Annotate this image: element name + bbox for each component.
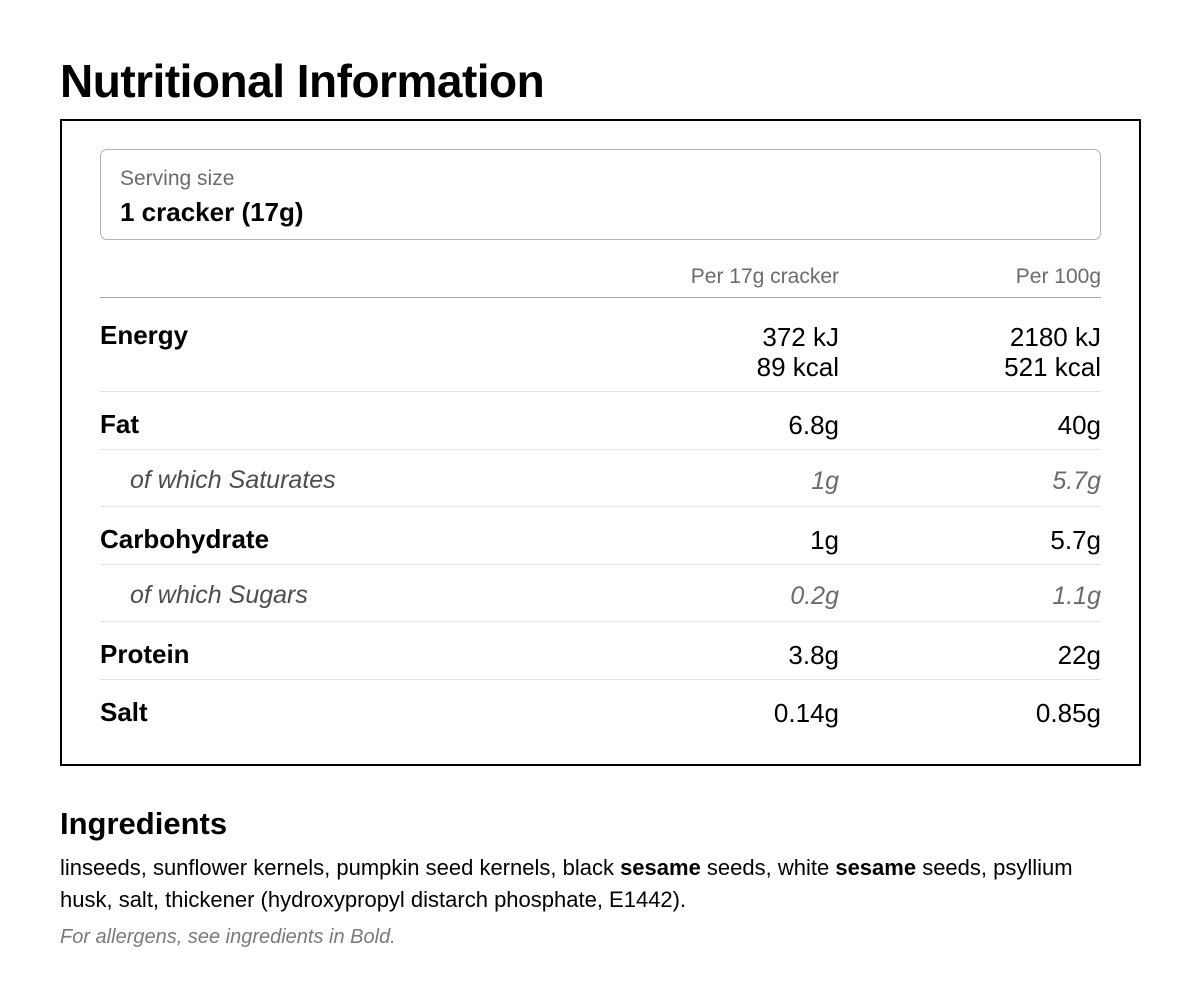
table-row-saturates: of which Saturates 1g 5.7g: [100, 450, 1101, 507]
value-per-serving: 0.14g: [773, 698, 839, 728]
value-per-100g: 0.85g: [1035, 698, 1101, 728]
table-header: Per 17g cracker Per 100g: [100, 261, 1101, 298]
nutrient-name: of which Sugars: [130, 581, 308, 609]
serving-size-label: Serving size: [120, 167, 235, 190]
value-per-100g: 1.1g: [1052, 582, 1101, 610]
table-row-energy: Energy 372 kJ 89 kcal 2180 kJ 521 kcal: [100, 298, 1101, 392]
value-per-serving-kcal: 89 kcal: [756, 352, 839, 382]
nutrient-name: Fat: [100, 409, 139, 439]
ingredient-text: seeds, psyllium husk, salt, thickener (h…: [60, 855, 1073, 912]
allergen-note: For allergens, see ingredients in Bold.: [60, 926, 396, 948]
header-per-100g: Per 100g: [1015, 265, 1101, 288]
value-per-100g: 5.7g: [1050, 525, 1101, 555]
value-per-serving: 3.8g: [788, 640, 839, 670]
serving-size-value: 1 cracker (17g): [120, 197, 304, 227]
nutrition-table: Per 17g cracker Per 100g Energy 372 kJ 8…: [100, 261, 1101, 737]
ingredient-text: linseeds, sunflower kernels, pumpkin see…: [60, 855, 621, 880]
ingredients-title: Ingredients: [60, 806, 228, 841]
value-per-100g: 40g: [1057, 410, 1101, 440]
value-per-serving: 6.8g: [788, 410, 839, 440]
value-per-100g: 22g: [1057, 640, 1101, 670]
allergen-ingredient: sesame: [620, 855, 701, 880]
header-per-serving: Per 17g cracker: [690, 265, 839, 288]
ingredients-list: linseeds, sunflower kernels, pumpkin see…: [60, 852, 1120, 916]
nutrition-panel: Serving size 1 cracker (17g) Per 17g cra…: [60, 119, 1141, 766]
table-row-sugars: of which Sugars 0.2g 1.1g: [100, 565, 1101, 622]
nutrient-name: of which Saturates: [130, 466, 336, 494]
value-per-serving: 1g: [810, 525, 839, 555]
page-title: Nutritional Information: [60, 55, 545, 107]
nutrient-name: Salt: [100, 697, 148, 727]
allergen-ingredient: sesame: [835, 855, 917, 880]
value-per-100g: 5.7g: [1052, 467, 1101, 495]
table-row-protein: Protein 3.8g 22g: [100, 622, 1101, 680]
value-per-100g-kj: 2180 kJ: [1009, 322, 1101, 352]
ingredient-text: seeds, white: [700, 855, 836, 880]
value-per-serving-kj: 372 kJ: [762, 322, 839, 352]
value-per-serving: 1g: [811, 467, 839, 495]
table-row-salt: Salt 0.14g 0.85g: [100, 680, 1101, 737]
serving-size-box: Serving size 1 cracker (17g): [100, 149, 1101, 240]
table-row-carbohydrate: Carbohydrate 1g 5.7g: [100, 507, 1101, 565]
value-per-serving: 0.2g: [790, 582, 839, 610]
value-per-100g-kcal: 521 kcal: [1004, 352, 1101, 382]
table-row-fat: Fat 6.8g 40g: [100, 392, 1101, 450]
nutrient-name: Energy: [100, 320, 189, 350]
nutrient-name: Carbohydrate: [100, 524, 270, 554]
nutrient-name: Protein: [100, 639, 190, 669]
